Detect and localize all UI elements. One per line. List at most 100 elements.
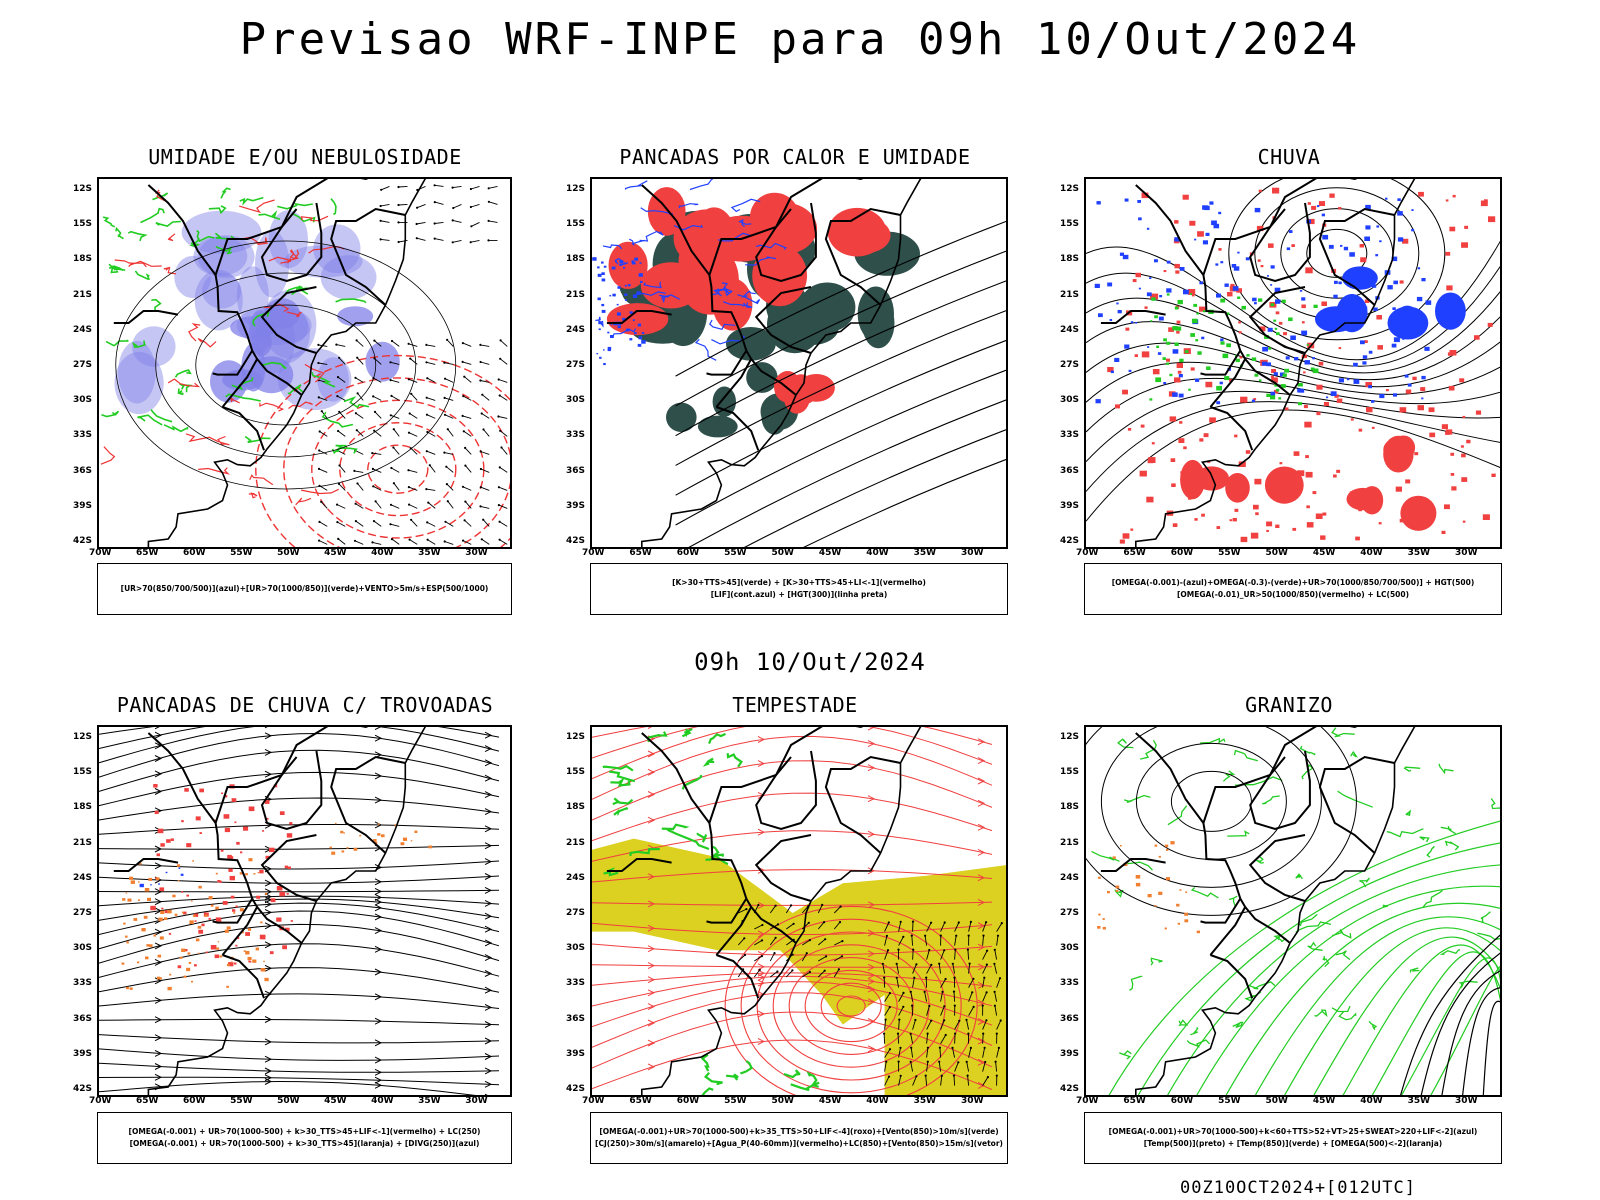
legend-line: [OMEGA(-0.001)-(azul)+OMEGA(-0.3)-(verde… [1111,578,1475,587]
lat-tick-label: 12S [1060,184,1080,194]
lat-tick-label: 12S [566,184,586,194]
lat-tick-label: 36S [566,465,586,476]
lat-tick-label: 33S [73,430,93,441]
pancadas-calor-panel-title: PANCADAS POR CALOR E UMIDADE [619,145,971,169]
lon-tick-label: 30W [465,548,488,558]
lon-tick-label: 60W [676,548,700,558]
lat-tick-label: 33S [566,978,586,989]
lon-tick-label: 45W [818,1096,842,1106]
lat-tick-label: 15S [73,219,93,230]
lat-tick-label: 21S [566,837,586,848]
lon-tick-label: 45W [1312,1096,1336,1106]
lon-tick-label: 65W [136,1096,159,1106]
lat-tick-label: 30S [566,943,586,954]
lat-tick-label: 18S [566,802,586,813]
lat-tick-label: 12S [73,732,93,742]
lat-tick-label: 24S [1060,872,1080,883]
lat-tick-label: 27S [1060,360,1080,370]
lat-tick-label: 12S [566,732,586,742]
lon-tick-label: 50W [771,548,794,558]
lat-tick-label: 18S [566,254,586,265]
lon-tick-label: 55W [724,1096,747,1106]
trovoadas-panel-title: PANCADAS DE CHUVA C/ TROVOADAS [116,693,494,717]
lon-tick-label: 35W [913,548,937,558]
lat-tick-label: 36S [73,1013,93,1024]
lat-tick-label: 27S [73,908,93,918]
umidade-legend: [UR>70(850/700/500)](azul)+[UR>70(1000/8… [97,563,512,615]
lat-tick-label: 30S [1060,395,1080,406]
lat-tick-label: 24S [73,872,93,883]
lon-tick-label: 55W [1218,1096,1241,1106]
lat-tick-label: 15S [566,219,586,230]
lat-tick-label: 33S [1060,430,1080,441]
lat-tick-label: 27S [566,908,586,918]
lat-tick-label: 36S [73,465,93,476]
legend-line: [K>30+TTS>45](verde) + [K>30+TTS>45+LI<-… [672,578,926,587]
lat-tick-label: 39S [1060,500,1080,511]
lat-tick-label: 36S [1060,465,1080,476]
umidade-panel-title: UMIDADE E/OU NEBULOSIDADE [148,145,462,169]
lon-tick-label: 35W [1407,1096,1431,1106]
legend-line: [OMEGA(-0.001) + UR>70(1000-500) + k>30_… [128,1127,481,1136]
page-title: Previsao WRF-INPE para 09h 10/Out/2024 [239,14,1361,65]
lon-tick-label: 40W [1360,1096,1383,1106]
granizo-map-graphic [1086,727,1500,1095]
lon-tick-label: 30W [465,1096,488,1106]
lon-tick-label: 35W [913,1096,937,1106]
lat-tick-label: 42S [1060,536,1080,546]
lon-tick-label: 65W [1123,1096,1146,1106]
lat-tick-label: 39S [566,500,586,511]
valid-time-label: 09h 10/Out/2024 [694,648,926,676]
lat-tick-label: 24S [73,324,93,335]
lat-tick-label: 30S [566,395,586,406]
lat-tick-label: 21S [566,289,586,300]
lon-tick-label: 55W [724,548,747,558]
lat-tick-label: 39S [1060,1048,1080,1059]
lon-tick-label: 70W [89,548,112,558]
trovoadas-map [97,725,512,1097]
lat-tick-label: 24S [1060,324,1080,335]
lat-tick-label: 30S [73,943,93,954]
lon-tick-label: 30W [961,548,984,558]
legend-line: [OMEGA(-0.01)_UR>50(1000/850)(vermelho) … [1176,590,1410,599]
pancadas-calor-map-graphic [592,179,1006,547]
lat-tick-label: 33S [566,430,586,441]
lon-tick-label: 60W [676,1096,700,1106]
trovoadas-map-graphic [99,727,500,1095]
legend-line: [LIF](cont.azul) + [HGT(300)](linha pret… [710,590,888,599]
lon-tick-label: 45W [324,1096,347,1106]
lon-tick-label: 40W [866,1096,889,1106]
lat-tick-label: 15S [1060,767,1080,778]
lon-tick-label: 60W [183,1096,206,1106]
lat-tick-label: 42S [73,536,93,546]
lon-tick-label: 30W [961,1096,984,1106]
lat-tick-label: 24S [566,872,586,883]
lat-tick-label: 21S [1060,837,1080,848]
trovoadas-legend: [OMEGA(-0.001) + UR>70(1000-500) + k>30_… [97,1112,512,1164]
chuva-map-graphic [1086,179,1500,547]
lat-tick-label: 21S [1060,289,1080,300]
lat-tick-label: 36S [566,1013,586,1024]
lat-tick-label: 12S [1060,732,1080,742]
lat-tick-label: 27S [1060,908,1080,918]
umidade-map [97,177,512,549]
lat-tick-label: 15S [566,767,586,778]
lat-tick-label: 27S [566,360,586,370]
lon-tick-label: 65W [629,1096,652,1106]
lat-tick-label: 33S [73,978,93,989]
lat-tick-label: 15S [1060,219,1080,230]
granizo-panel-title: GRANIZO [1245,693,1333,717]
lon-tick-label: 50W [771,1096,794,1106]
lat-tick-label: 39S [566,1048,586,1059]
granizo-legend: [OMEGA(-0.001)+UR>70(1000-500)+k<60+TTS>… [1084,1112,1502,1164]
lon-tick-label: 70W [1076,548,1099,558]
run-info-footer: 00Z10OCT2024+[012UTC] [1180,1178,1416,1198]
lon-tick-label: 45W [324,548,347,558]
pancadas-calor-map [590,177,1008,549]
lat-tick-label: 42S [566,1084,586,1094]
umidade-map-graphic [100,179,510,547]
lat-tick-label: 21S [73,837,93,848]
lon-tick-label: 50W [1265,1096,1288,1106]
tempestade-map-graphic [592,727,1006,1095]
legend-line: [OMEGA(-0.001)+UR>70(1000-500)+k>35_TTS>… [599,1127,999,1136]
